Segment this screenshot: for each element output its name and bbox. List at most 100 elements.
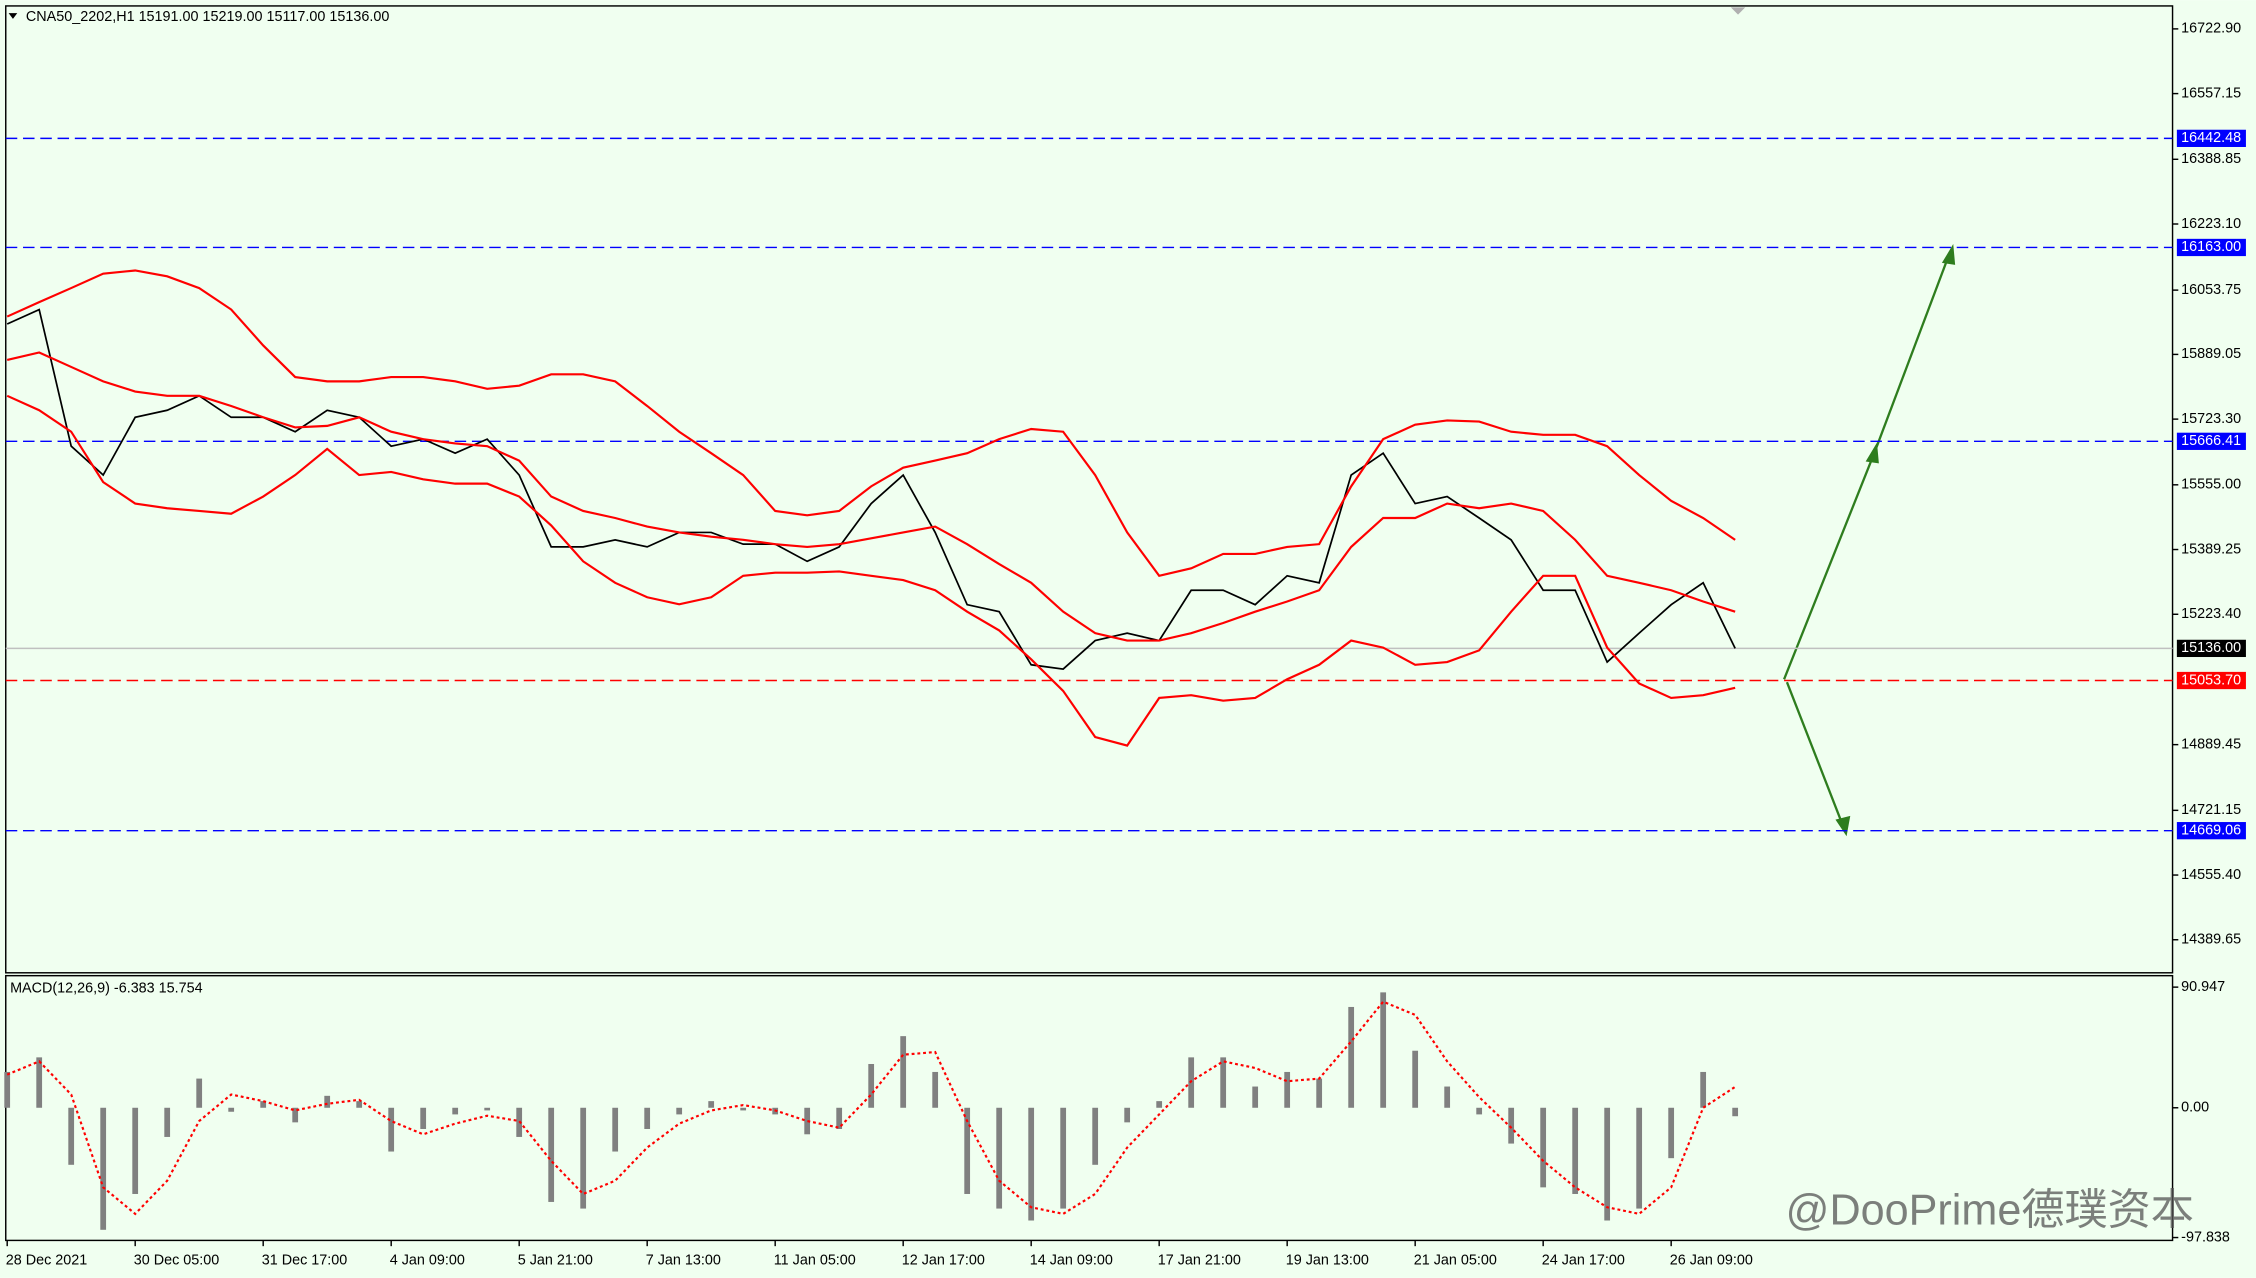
x-tick-label: 24 Jan 17:00 xyxy=(1542,1252,1625,1268)
histogram-bar xyxy=(804,1107,811,1135)
histogram-bar xyxy=(1060,1107,1067,1209)
histogram-bar xyxy=(100,1107,107,1230)
level-label-box xyxy=(2176,238,2246,257)
histogram-bar xyxy=(1412,1050,1419,1108)
y-tick-label: 15223.40 xyxy=(2181,606,2241,622)
histogram-bar xyxy=(548,1107,555,1202)
histogram-bar xyxy=(4,1071,11,1108)
histogram-bar xyxy=(1508,1107,1515,1144)
level-label: 14669.06 xyxy=(2181,822,2241,838)
y-tick-label: 14555.40 xyxy=(2181,867,2241,883)
series-line xyxy=(6,269,1736,577)
histogram-bar xyxy=(676,1107,683,1115)
price-pane xyxy=(5,5,2174,974)
histogram-bar xyxy=(164,1107,171,1137)
histogram-bar xyxy=(1028,1107,1035,1221)
x-tick-label: 21 Jan 05:00 xyxy=(1414,1252,1497,1268)
arrow-head xyxy=(1835,815,1851,837)
x-tick-label: 5 Jan 21:00 xyxy=(518,1252,593,1268)
histogram-bar xyxy=(1380,992,1387,1108)
level-label: 15053.70 xyxy=(2181,672,2241,688)
histogram-bar xyxy=(196,1078,203,1108)
arrow-segment xyxy=(1873,253,1951,453)
histogram-bar xyxy=(356,1101,363,1108)
x-tick-label: 26 Jan 09:00 xyxy=(1670,1252,1753,1268)
level-label-box xyxy=(2176,432,2246,450)
x-tick-label: 12 Jan 17:00 xyxy=(902,1252,985,1268)
histogram-bar xyxy=(1700,1071,1707,1108)
histogram-bar xyxy=(420,1107,427,1129)
histogram-bar xyxy=(1444,1086,1451,1108)
histogram-bar xyxy=(1348,1006,1355,1108)
histogram-bar xyxy=(900,1036,907,1108)
series-line xyxy=(6,308,1736,670)
histogram-bar xyxy=(1636,1107,1643,1209)
histogram-bar xyxy=(836,1107,843,1129)
histogram-bar xyxy=(324,1095,331,1108)
y-tick-label: 15723.30 xyxy=(2181,411,2241,427)
x-tick-label: 17 Jan 21:00 xyxy=(1158,1252,1241,1268)
y-tick-label: 15389.25 xyxy=(2181,541,2241,557)
level-label-box xyxy=(2176,671,2246,690)
series-line xyxy=(6,1000,1736,1216)
y-tick-label: 14721.15 xyxy=(2181,802,2241,818)
histogram-bar xyxy=(228,1107,235,1112)
histogram-bar xyxy=(1732,1107,1739,1117)
watermark: @DooPrime德璞资本 xyxy=(1786,1186,2194,1234)
x-tick-label: 11 Jan 05:00 xyxy=(774,1252,856,1268)
y-tick-label: 14889.45 xyxy=(2181,736,2241,752)
level-label: 16442.48 xyxy=(2181,130,2241,146)
x-tick-label: 28 Dec 2021 xyxy=(6,1252,88,1268)
y-tick-label: 15555.00 xyxy=(2181,477,2241,493)
histogram-bar xyxy=(708,1101,715,1108)
macd-header: MACD(12,26,9) -6.383 15.754 xyxy=(10,980,203,996)
series-line xyxy=(6,394,1736,747)
histogram-bar xyxy=(868,1063,875,1108)
level-label-box xyxy=(2176,822,2246,840)
histogram-bar xyxy=(132,1107,139,1194)
level-label-box xyxy=(2176,129,2246,147)
y-tick-label: 16557.15 xyxy=(2181,85,2241,101)
histogram-bar xyxy=(1284,1071,1291,1108)
y-tick-label: -97.838 xyxy=(2181,1229,2230,1245)
histogram-bar xyxy=(68,1107,75,1165)
series-line xyxy=(6,351,1736,642)
forecast-arrows xyxy=(1783,244,1956,837)
x-tick-label: 31 Dec 17:00 xyxy=(262,1252,348,1268)
histogram-bar xyxy=(1540,1107,1547,1188)
y-tick-label: 15889.05 xyxy=(2181,346,2241,362)
histogram-bar xyxy=(644,1107,651,1129)
shift-marker xyxy=(1730,7,1746,15)
histogram-bar xyxy=(292,1107,299,1123)
y-tick-label: 16388.85 xyxy=(2181,151,2241,167)
price-header: CNA50_2202,H1 15191.00 15219.00 15117.00… xyxy=(26,9,389,25)
histogram-bar xyxy=(1316,1078,1323,1108)
histogram-bar xyxy=(964,1107,971,1194)
histogram-bar xyxy=(1092,1107,1099,1165)
histogram-bar xyxy=(452,1107,459,1115)
x-tick-label: 19 Jan 13:00 xyxy=(1286,1252,1369,1268)
y-tick-label: 90.947 xyxy=(2181,979,2225,995)
arrow-segment xyxy=(1785,681,1845,827)
level-label: 15666.41 xyxy=(2181,433,2241,449)
histogram-bar xyxy=(484,1107,491,1111)
histogram-bar xyxy=(1252,1086,1259,1108)
y-tick-label: 0.00 xyxy=(2181,1100,2209,1116)
histogram-bar xyxy=(1220,1057,1227,1108)
histogram-bar xyxy=(1124,1107,1131,1123)
histogram-bar xyxy=(932,1071,939,1108)
histogram-bar xyxy=(388,1107,395,1152)
arrow-head xyxy=(1941,244,1956,265)
histogram-bar xyxy=(612,1107,619,1152)
y-tick-label: 14389.65 xyxy=(2181,932,2241,948)
level-label-box xyxy=(2176,639,2246,658)
histogram-bar xyxy=(36,1057,43,1108)
histogram-bar xyxy=(580,1107,587,1209)
menu-triangle xyxy=(8,13,18,19)
arrow-segment xyxy=(1783,451,1876,680)
x-tick-label: 7 Jan 13:00 xyxy=(646,1252,721,1268)
level-label: 16163.00 xyxy=(2181,239,2241,255)
y-tick-label: 16223.10 xyxy=(2181,216,2241,232)
